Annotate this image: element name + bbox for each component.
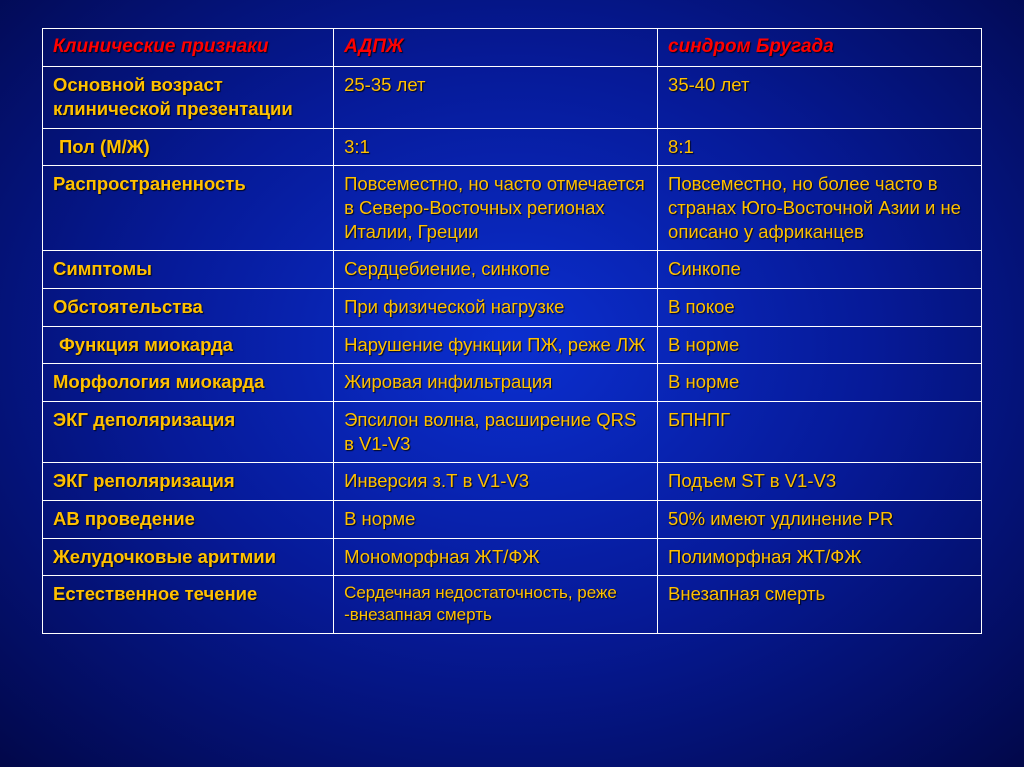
row-value-1: Жировая инфильтрация [334,364,658,402]
header-col-1: АДПЖ [334,29,658,67]
row-value-2: Повсеместно, но более часто в странах Юг… [658,166,982,251]
header-col-2: синдром Бругада [658,29,982,67]
row-label: Желудочковые аритмии [43,538,334,576]
row-label: Естественное течение [43,576,334,634]
table-row: Естественное течение Сердечная недостато… [43,576,982,634]
table-row: Обстоятельства При физической нагрузке В… [43,289,982,327]
table-row: ЭКГ реполяризация Инверсия з.Т в V1-V3 П… [43,463,982,501]
row-label: АВ проведение [43,501,334,539]
row-value-2: Подъем ST в V1-V3 [658,463,982,501]
row-label: ЭКГ реполяризация [43,463,334,501]
row-value-1: Эпсилон волна, расширение QRS в V1-V3 [334,402,658,463]
table-row: АВ проведение В норме 50% имеют удлинени… [43,501,982,539]
table-row: Симптомы Сердцебиение, синкопе Синкопе [43,251,982,289]
row-label: ЭКГ деполяризация [43,402,334,463]
row-value-2: В норме [658,364,982,402]
table-header-row: Клинические признаки АДПЖ синдром Бругад… [43,29,982,67]
row-value-1: Нарушение функции ПЖ, реже ЛЖ [334,326,658,364]
row-value-1: Повсеместно, но часто отмечается в Север… [334,166,658,251]
table-body: Основной возраст клинической презентации… [43,67,982,634]
row-label: Функция миокарда [43,326,334,364]
row-value-1: Сердцебиение, синкопе [334,251,658,289]
table-row: Основной возраст клинической презентации… [43,67,982,128]
row-value-2: В норме [658,326,982,364]
row-value-1: В норме [334,501,658,539]
row-label: Обстоятельства [43,289,334,327]
row-value-1: Инверсия з.Т в V1-V3 [334,463,658,501]
table-row: Желудочковые аритмии Мономорфная ЖТ/ФЖ П… [43,538,982,576]
row-value-1: 3:1 [334,128,658,166]
table-row: Морфология миокарда Жировая инфильтрация… [43,364,982,402]
row-label: Распространенность [43,166,334,251]
row-value-2: 35-40 лет [658,67,982,128]
row-value-1: Мономорфная ЖТ/ФЖ [334,538,658,576]
row-value-2: Внезапная смерть [658,576,982,634]
row-value-2: В покое [658,289,982,327]
row-value-1: 25-35 лет [334,67,658,128]
row-label: Морфология миокарда [43,364,334,402]
table-row: ЭКГ деполяризация Эпсилон волна, расшире… [43,402,982,463]
table-row: Распространенность Повсеместно, но часто… [43,166,982,251]
row-value-2: БПНПГ [658,402,982,463]
comparison-table: Клинические признаки АДПЖ синдром Бругад… [42,28,982,634]
row-value-2: Синкопе [658,251,982,289]
row-value-1: Сердечная недостаточность, реже -внезапн… [334,576,658,634]
row-value-2: Полиморфная ЖТ/ФЖ [658,538,982,576]
slide-container: Клинические признаки АДПЖ синдром Бругад… [0,0,1024,662]
row-label: Симптомы [43,251,334,289]
row-value-1: При физической нагрузке [334,289,658,327]
table-row: Функция миокарда Нарушение функции ПЖ, р… [43,326,982,364]
row-label: Пол (М/Ж) [43,128,334,166]
row-value-2: 50% имеют удлинение PR [658,501,982,539]
table-row: Пол (М/Ж) 3:1 8:1 [43,128,982,166]
row-label: Основной возраст клинической презентации [43,67,334,128]
header-label: Клинические признаки [43,29,334,67]
row-value-2: 8:1 [658,128,982,166]
